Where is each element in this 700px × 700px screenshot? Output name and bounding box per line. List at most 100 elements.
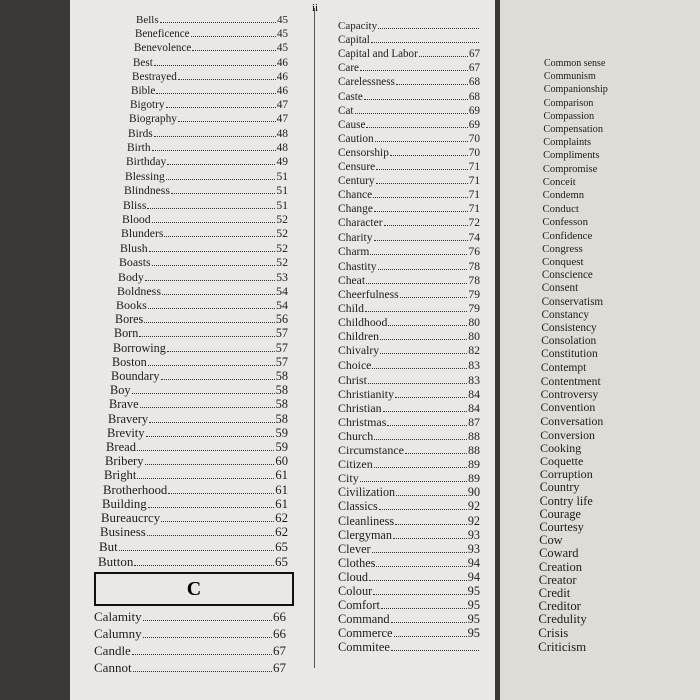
entry-page: 67 [468, 62, 480, 75]
dot-leader [167, 164, 276, 165]
index-entry: Blindness 51 [124, 184, 288, 197]
entry-term: Boldness [117, 283, 162, 298]
entry-term: Bigotry [130, 99, 165, 112]
index-entry: Credulity [538, 612, 586, 627]
entry-page: 49 [276, 156, 288, 168]
dot-leader [395, 84, 468, 86]
entry-term: Blessing [125, 170, 165, 184]
index-entry: Crisis [538, 626, 568, 641]
entry-page: 46 [276, 85, 288, 97]
dot-leader [376, 565, 467, 567]
index-entry: Capital [338, 34, 480, 46]
index-entry: Church 88 [338, 429, 480, 444]
entry-page: 71 [468, 189, 480, 202]
index-entry: Coward [539, 546, 578, 561]
index-entry: Boy 58 [110, 383, 288, 398]
entry-term: Calamity [94, 609, 142, 624]
index-entry: Clothes 94 [338, 556, 480, 571]
index-entry: Cat 69 [338, 105, 480, 117]
dot-leader [373, 211, 468, 213]
index-entry: Biography 47 [129, 113, 288, 125]
dot-leader [147, 308, 275, 309]
dot-leader [370, 253, 468, 255]
right-page: Common sense Communism Companionship Compar… [500, 0, 700, 700]
index-entry: Cannot 67 [94, 660, 286, 676]
entry-page: 48 [276, 141, 288, 154]
index-entry: Blush 52 [120, 241, 288, 256]
index-entry: Convention [541, 401, 596, 414]
index-entry: Bible 46 [131, 85, 288, 97]
index-entry: Bribery 60 [105, 454, 288, 469]
entry-term: Brave [109, 397, 139, 412]
entry-term: But [99, 539, 118, 555]
entry-term: Contry life [539, 493, 593, 508]
dot-leader [373, 467, 467, 469]
entry-term: Capital [338, 34, 370, 47]
entry-term: Christmas [338, 414, 387, 429]
index-entry: Candle 67 [94, 643, 286, 659]
entry-term: Bible [131, 85, 156, 97]
dot-leader [373, 594, 467, 595]
index-entry: Bores 56 [115, 312, 288, 327]
entry-term: Brotherhood [103, 482, 168, 497]
dot-leader [131, 654, 272, 655]
index-entry: Consolation [541, 335, 596, 347]
entry-page: 70 [468, 132, 480, 145]
dot-leader [159, 22, 276, 23]
entry-term: Century [338, 175, 375, 188]
dot-leader [144, 322, 275, 324]
index-entry: Boston 57 [112, 355, 288, 370]
dot-leader [374, 140, 468, 142]
entry-term: Compromise [542, 163, 598, 175]
entry-page: 65 [275, 553, 288, 569]
dot-leader [160, 379, 275, 380]
entry-term: Bread [106, 440, 136, 454]
entry-page: 80 [468, 330, 480, 344]
index-entry: Creation [539, 560, 582, 575]
dot-leader [151, 149, 276, 151]
dot-leader [418, 56, 468, 58]
index-entry: Brave 58 [109, 397, 288, 412]
entry-term: Creditor [538, 599, 581, 614]
dot-leader [373, 239, 468, 241]
dot-leader [373, 197, 468, 199]
index-entry: Complaints [543, 137, 591, 148]
index-entry: Courtesy [539, 520, 584, 535]
dot-leader [161, 521, 275, 522]
entry-page: 51 [276, 198, 288, 212]
dot-leader [134, 564, 274, 566]
entry-page: 57 [275, 326, 288, 341]
entry-page: 46 [276, 70, 288, 83]
entry-page: 47 [276, 99, 288, 112]
index-entry: Birth 48 [127, 142, 288, 154]
entry-term: Communism [543, 71, 596, 83]
entry-term: Consistency [541, 322, 597, 334]
index-entry: Courage [539, 507, 581, 522]
entry-page: 51 [276, 170, 288, 184]
entry-term: Blindness [124, 184, 170, 198]
entry-term: Country [539, 480, 580, 495]
dot-leader [144, 279, 276, 281]
entry-term: Condemn [542, 190, 585, 201]
entry-page: 60 [275, 454, 288, 469]
entry-page: 90 [467, 485, 480, 500]
entry-term: Christ [338, 372, 367, 387]
dot-leader [374, 438, 468, 440]
entry-page: 78 [468, 273, 480, 287]
dot-leader [148, 251, 276, 253]
entry-term: Consent [541, 282, 579, 295]
entry-term: Chivalry [338, 344, 380, 358]
dot-leader [165, 179, 276, 181]
index-entry: Bureaucrcy 62 [101, 511, 288, 526]
index-entry: Conservatism [542, 296, 604, 308]
index-entry: Circumstance 88 [338, 443, 480, 458]
entry-term: Business [100, 525, 146, 540]
entry-term: Blunders [121, 227, 164, 240]
index-entry: Blunders 52 [121, 227, 288, 241]
entry-page: 52 [276, 241, 288, 256]
index-entry: Consent [542, 282, 578, 294]
entry-page: 51 [276, 184, 288, 198]
entry-page: 58 [275, 383, 288, 398]
entry-term: Convention [540, 401, 596, 415]
dot-leader [147, 364, 275, 366]
